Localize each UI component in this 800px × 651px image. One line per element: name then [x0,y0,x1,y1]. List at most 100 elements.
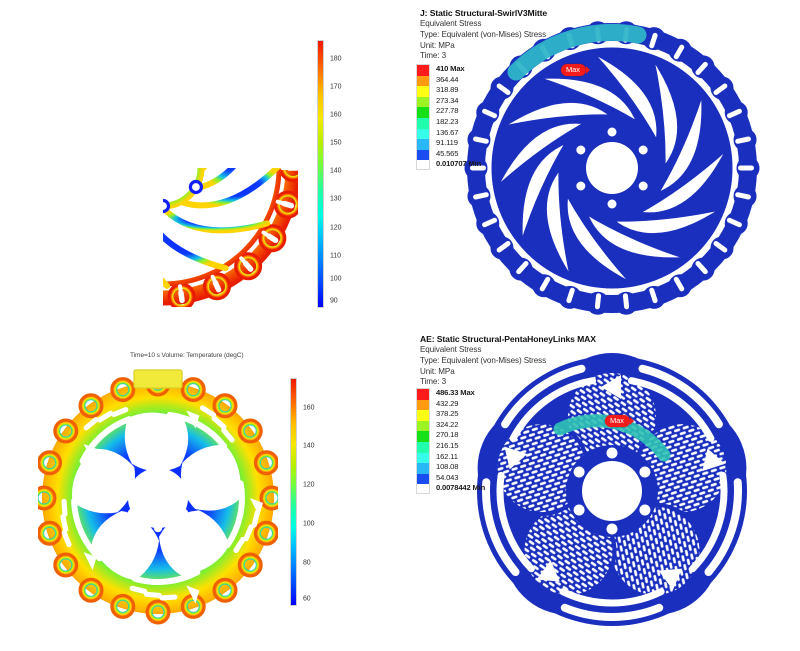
max-annotation-tag: Max [605,415,630,427]
legend-value: 182.23 [436,116,459,126]
colorbar-tick: 90 [330,297,338,305]
rotor-hub [163,168,205,214]
result-time: Time: 3 [420,377,446,387]
legend-value: 0.0078442 Min [436,483,486,493]
colorbar-tick: 160 [330,111,342,119]
colorbar-tick: 120 [330,224,342,232]
colorbar-tick: 100 [330,275,342,283]
legend-value: 91.119 [436,138,458,148]
rotor-outer-ring [163,168,298,307]
rotor-link-arcs [481,364,743,621]
result-type: Type: Equivalent (von-Mises) Stress [420,29,547,39]
legend-swatch [417,86,429,97]
rotor-hub [568,124,656,212]
legend-swatch [417,463,429,474]
legend-swatch [417,75,429,87]
result-unit: Unit: MPa [420,40,455,50]
legend-swatch [417,65,429,76]
stress-hotspot-arc [507,23,647,81]
colorbar-ticks: 180 170 160 150 140 130 120 110 100 90 [330,40,370,308]
legend-value: 216.15 [436,440,459,450]
result-name: Equivalent Stress [420,345,482,354]
rotor-outer-ring [464,21,760,315]
legend-value: 227.78 [436,106,459,116]
colorbar-tick: 140 [303,442,315,450]
legend-value: 410 Max [436,64,465,73]
legend-value: 162.11 [436,451,458,461]
legend-swatch [417,431,429,442]
ansys-result-header: J: Static Structural-SwirlV3Mitte Equiva… [420,8,650,62]
colorbar-tick: 80 [303,559,311,567]
colorbar-tick: 150 [330,139,342,147]
legend-value: 273.34 [436,95,459,105]
colorbar-tick: 180 [330,55,342,63]
legend-swatch [417,389,429,400]
swirl-rotor-thermal-geometry [163,168,298,307]
pentahoney-rotor-stress-geometry [477,353,747,626]
legend-value: 378.25 [436,409,459,419]
result-unit: Unit: MPa [420,366,455,376]
legend-value: 364.44 [436,74,459,84]
legend-color-bar [416,388,430,494]
panel-bottom-left: Time=10 s Volume: Temperature (degC) [0,326,400,651]
rotor-hub [566,445,658,537]
legend-value: 0.010707 Min [436,159,482,169]
legend-value: 54.043 [436,472,459,482]
thermal-colorbar-top: 180 170 160 150 140 130 120 110 100 90 [317,40,369,308]
legend-value-list: 410 Max 364.44 318.89 273.34 227.78 182.23 136… [436,64,481,170]
legend-swatch [417,107,429,118]
legend-value: 270.18 [436,430,459,440]
colorbar-tick: 100 [303,520,315,528]
legend-value: 486.33 Max [436,388,475,397]
legend-value: 432.29 [436,398,459,408]
result-name: Equivalent Stress [420,19,482,28]
legend-swatch [417,149,429,161]
legend-swatch [417,139,429,150]
colorbar-gradient [317,40,324,308]
colorbar-ticks: 160 140 120 100 80 60 [303,378,343,606]
legend-value: 136.67 [436,127,459,137]
legend-swatch [417,128,429,140]
panel-bottom-right: AE: Static Structural-PentaHoneyLinks MA… [400,326,800,651]
penta-rotor-thermal-geometry [38,369,278,625]
legend-swatch [417,399,429,411]
colorbar-tick: 110 [330,252,341,260]
legend-swatch [417,441,429,453]
legend-value: 45.565 [436,148,459,158]
thermal-colorbar-bottom: 160 140 120 100 80 60 [290,378,342,606]
colorbar-tick: 130 [330,195,342,203]
stress-legend-bottom: 486.33 Max 432.29 378.25 324.22 270.18 216.15… [416,388,485,494]
rotor-swirl-spokes [163,168,281,289]
thermal-plot-caption: Time=10 s Volume: Temperature (degC) [130,352,244,359]
swirl-rotor-stress-geometry [464,21,760,315]
legend-color-bar [416,64,430,170]
legend-value: 324.22 [436,419,459,429]
legend-swatch [417,452,429,464]
result-title: J: Static Structural-SwirlV3Mitte [420,8,548,18]
ansys-result-header: AE: Static Structural-PentaHoneyLinks MA… [420,334,650,388]
legend-swatch [417,96,429,108]
colorbar-tick: 60 [303,595,311,603]
legend-swatch [417,410,429,421]
result-type: Type: Equivalent (von-Mises) Stress [420,355,547,365]
colorbar-tick: 120 [303,481,315,489]
colorbar-tick: 140 [330,167,342,175]
legend-swatch [417,420,429,432]
colorbar-tick: 160 [303,404,315,412]
legend-value-list: 486.33 Max 432.29 378.25 324.22 270.18 216.15… [436,388,485,494]
stress-legend-top: 410 Max 364.44 318.89 273.34 227.78 182.23 136… [416,64,481,170]
legend-swatch [417,473,429,485]
colorbar-tick: 170 [330,83,342,91]
colorbar-gradient [290,378,297,606]
panel-top-left: 180 170 160 150 140 130 120 110 100 90 [0,0,400,326]
result-time: Time: 3 [420,51,446,61]
legend-swatch [417,117,429,129]
rotor-swirl-blades [494,50,730,286]
legend-value: 108.08 [436,462,459,472]
result-title: AE: Static Structural-PentaHoneyLinks MA… [420,334,596,344]
rotor-body [38,371,278,625]
legend-value: 318.89 [436,85,459,95]
panel-top-right: J: Static Structural-SwirlV3Mitte Equiva… [400,0,800,326]
max-annotation-tag: Max [561,64,586,76]
